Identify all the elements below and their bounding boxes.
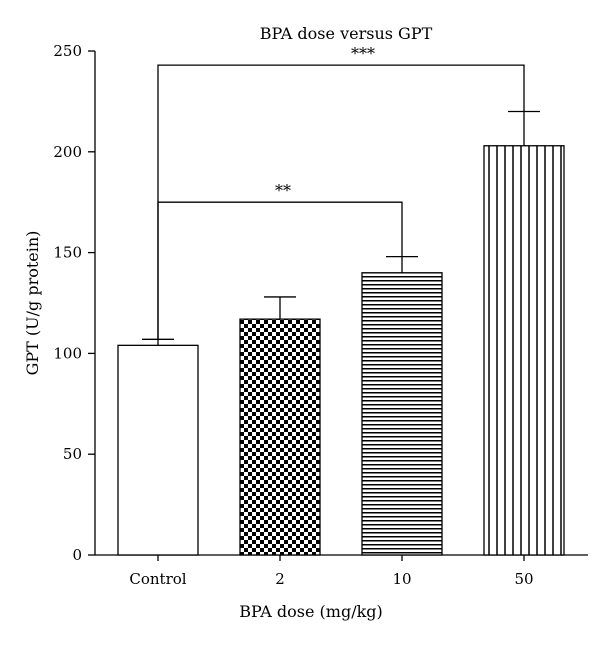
bars — [117, 110, 565, 556]
chart-title: BPA dose versus GPT — [260, 24, 433, 43]
x-axis: Control 2 10 50 — [95, 554, 588, 588]
y-axis: 0 50 100 150 200 250 — [53, 42, 96, 564]
significance-label-1: *** — [351, 44, 375, 63]
y-tick-label: 150 — [53, 244, 82, 262]
bar-0 — [117, 344, 199, 556]
x-tick-label: 10 — [392, 570, 411, 588]
significance-brackets: ***** — [157, 44, 525, 340]
bar-2 — [361, 272, 443, 556]
bar-1 — [239, 318, 321, 556]
significance-label-0: ** — [275, 181, 291, 200]
significance-bracket-1 — [157, 64, 525, 340]
y-tick-label: 250 — [53, 42, 82, 60]
x-axis-title: BPA dose (mg/kg) — [239, 602, 383, 621]
x-tick-label: 2 — [275, 570, 285, 588]
y-tick-label: 0 — [72, 546, 82, 564]
x-tick-label: Control — [129, 570, 186, 588]
bar-3 — [483, 145, 565, 556]
y-tick-label: 200 — [53, 143, 82, 161]
y-axis-title: GPT (U/g protein) — [23, 231, 42, 376]
x-tick-label: 50 — [514, 570, 533, 588]
y-tick-label: 100 — [53, 344, 82, 362]
y-tick-label: 50 — [63, 445, 82, 463]
